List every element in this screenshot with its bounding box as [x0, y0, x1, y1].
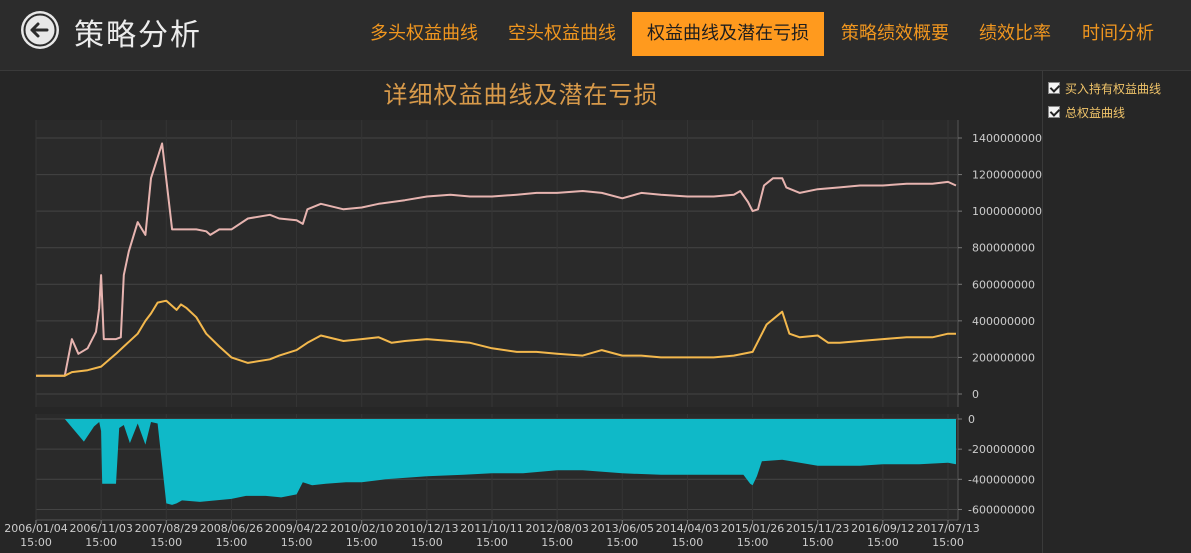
legend-item-buy-hold[interactable]: 买入持有权益曲线 — [1048, 79, 1161, 97]
x-tick-time-label: 15:00 — [541, 536, 573, 549]
tab-performance-summary[interactable]: 策略绩效概要 — [841, 23, 949, 44]
x-tick-time-label: 15:00 — [802, 536, 834, 549]
x-tick-time-label: 15:00 — [85, 536, 117, 549]
drawdown-y-tick-label: 0 — [968, 413, 975, 426]
drawdown-y-ticks: 0 -200000000 -400000000 -600000000 — [958, 413, 1035, 516]
x-tick-time-label: 15:00 — [20, 536, 52, 549]
tab-equity-and-drawdown[interactable]: 权益曲线及潜在亏损 — [632, 12, 824, 56]
x-tick-time-label: 15:00 — [867, 536, 899, 549]
legend-panel: 买入持有权益曲线 总权益曲线 — [1043, 71, 1191, 553]
back-arrow-icon — [23, 13, 57, 47]
x-tick-date-label: 2006/01/04 — [4, 522, 67, 535]
equity-y-tick-label: 600000000 — [972, 278, 1035, 291]
x-tick-date-label: 2010/12/13 — [395, 522, 458, 535]
drawdown-layer — [36, 419, 956, 505]
x-tick-date-label: 2008/06/26 — [200, 522, 263, 535]
equity-y-ticks: 0 200000000 400000000 600000000 800000000 100… — [958, 132, 1042, 401]
tab-performance-ratios[interactable]: 绩效比率 — [979, 23, 1051, 44]
equity-y-tick-label: 1400000000 — [972, 132, 1042, 145]
x-tick-time-label: 15:00 — [346, 536, 378, 549]
total-equity-line — [36, 299, 956, 377]
chart-area: 详细权益曲线及潜在亏损 0 200000000 400000000 600000000… — [0, 71, 1043, 553]
equity-layer — [36, 142, 957, 377]
buy-hold-checkbox[interactable] — [1048, 82, 1060, 94]
equity-drawdown-chart: 0 200000000 400000000 600000000 800000000 100… — [4, 120, 1042, 549]
x-tick-time-label: 15:00 — [150, 536, 182, 549]
drawdown-y-tick-label: -600000000 — [968, 503, 1035, 516]
x-tick-time-label: 15:00 — [281, 536, 313, 549]
x-tick-date-label: 2010/02/10 — [330, 522, 393, 535]
buy-hold-equity-line — [36, 142, 957, 377]
x-tick-date-label: 2014/04/03 — [656, 522, 719, 535]
chart-title: 详细权益曲线及潜在亏损 — [383, 81, 659, 109]
x-tick-date-label: 2009/04/22 — [265, 522, 328, 535]
equity-plot-background — [36, 120, 958, 407]
x-tick-date-label: 2011/10/11 — [460, 522, 523, 535]
equity-y-tick-label: 0 — [972, 388, 979, 401]
x-tick-date-label: 2015/11/23 — [786, 522, 849, 535]
x-tick-date-label: 2007/08/29 — [135, 522, 198, 535]
x-tick-time-label: 15:00 — [606, 536, 638, 549]
equity-y-tick-label: 1000000000 — [972, 205, 1042, 218]
tab-short-equity-curve[interactable]: 空头权益曲线 — [508, 23, 616, 44]
equity-y-tick-label: 400000000 — [972, 315, 1035, 328]
drawdown-y-tick-label: -400000000 — [968, 473, 1035, 486]
equity-y-tick-label: 200000000 — [972, 351, 1035, 364]
x-tick-date-label: 2012/08/03 — [525, 522, 588, 535]
equity-grid — [35, 120, 958, 407]
legend-item-total[interactable]: 总权益曲线 — [1048, 103, 1125, 121]
equity-y-tick-label: 1200000000 — [972, 169, 1042, 182]
x-tick-time-label: 15:00 — [672, 536, 704, 549]
x-tick-time-label: 15:00 — [737, 536, 769, 549]
drawdown-area — [36, 419, 956, 505]
x-tick-time-label: 15:00 — [476, 536, 508, 549]
x-tick-date-label: 2016/09/12 — [851, 522, 914, 535]
x-tick-time-label: 15:00 — [216, 536, 248, 549]
x-tick-time-label: 15:00 — [932, 536, 964, 549]
x-tick-date-label: 2015/01/26 — [721, 522, 784, 535]
x-ticks: 2006/01/0415:002006/11/0315:002007/08/29… — [4, 520, 980, 549]
x-tick-date-label: 2017/07/13 — [916, 522, 979, 535]
x-tick-date-label: 2013/06/05 — [591, 522, 654, 535]
tab-long-equity-curve[interactable]: 多头权益曲线 — [370, 23, 478, 44]
total-checkbox[interactable] — [1048, 106, 1060, 118]
x-tick-time-label: 15:00 — [411, 536, 443, 549]
app-title: 策略分析 — [74, 18, 202, 53]
legend-label-total: 总权益曲线 — [1065, 105, 1126, 120]
drawdown-y-tick-label: -200000000 — [968, 443, 1035, 456]
tab-time-analysis[interactable]: 时间分析 — [1082, 23, 1154, 44]
back-button[interactable] — [21, 11, 59, 49]
x-tick-date-label: 2006/11/03 — [69, 522, 132, 535]
top-header: 策略分析 多头权益曲线 空头权益曲线 权益曲线及潜在亏损 策略绩效概要 绩效比率… — [0, 0, 1191, 71]
tab-bar: 多头权益曲线 空头权益曲线 权益曲线及潜在亏损 策略绩效概要 绩效比率 时间分析 — [0, 12, 1191, 58]
equity-y-tick-label: 800000000 — [972, 242, 1035, 255]
legend-label-buy-hold: 买入持有权益曲线 — [1065, 81, 1162, 96]
